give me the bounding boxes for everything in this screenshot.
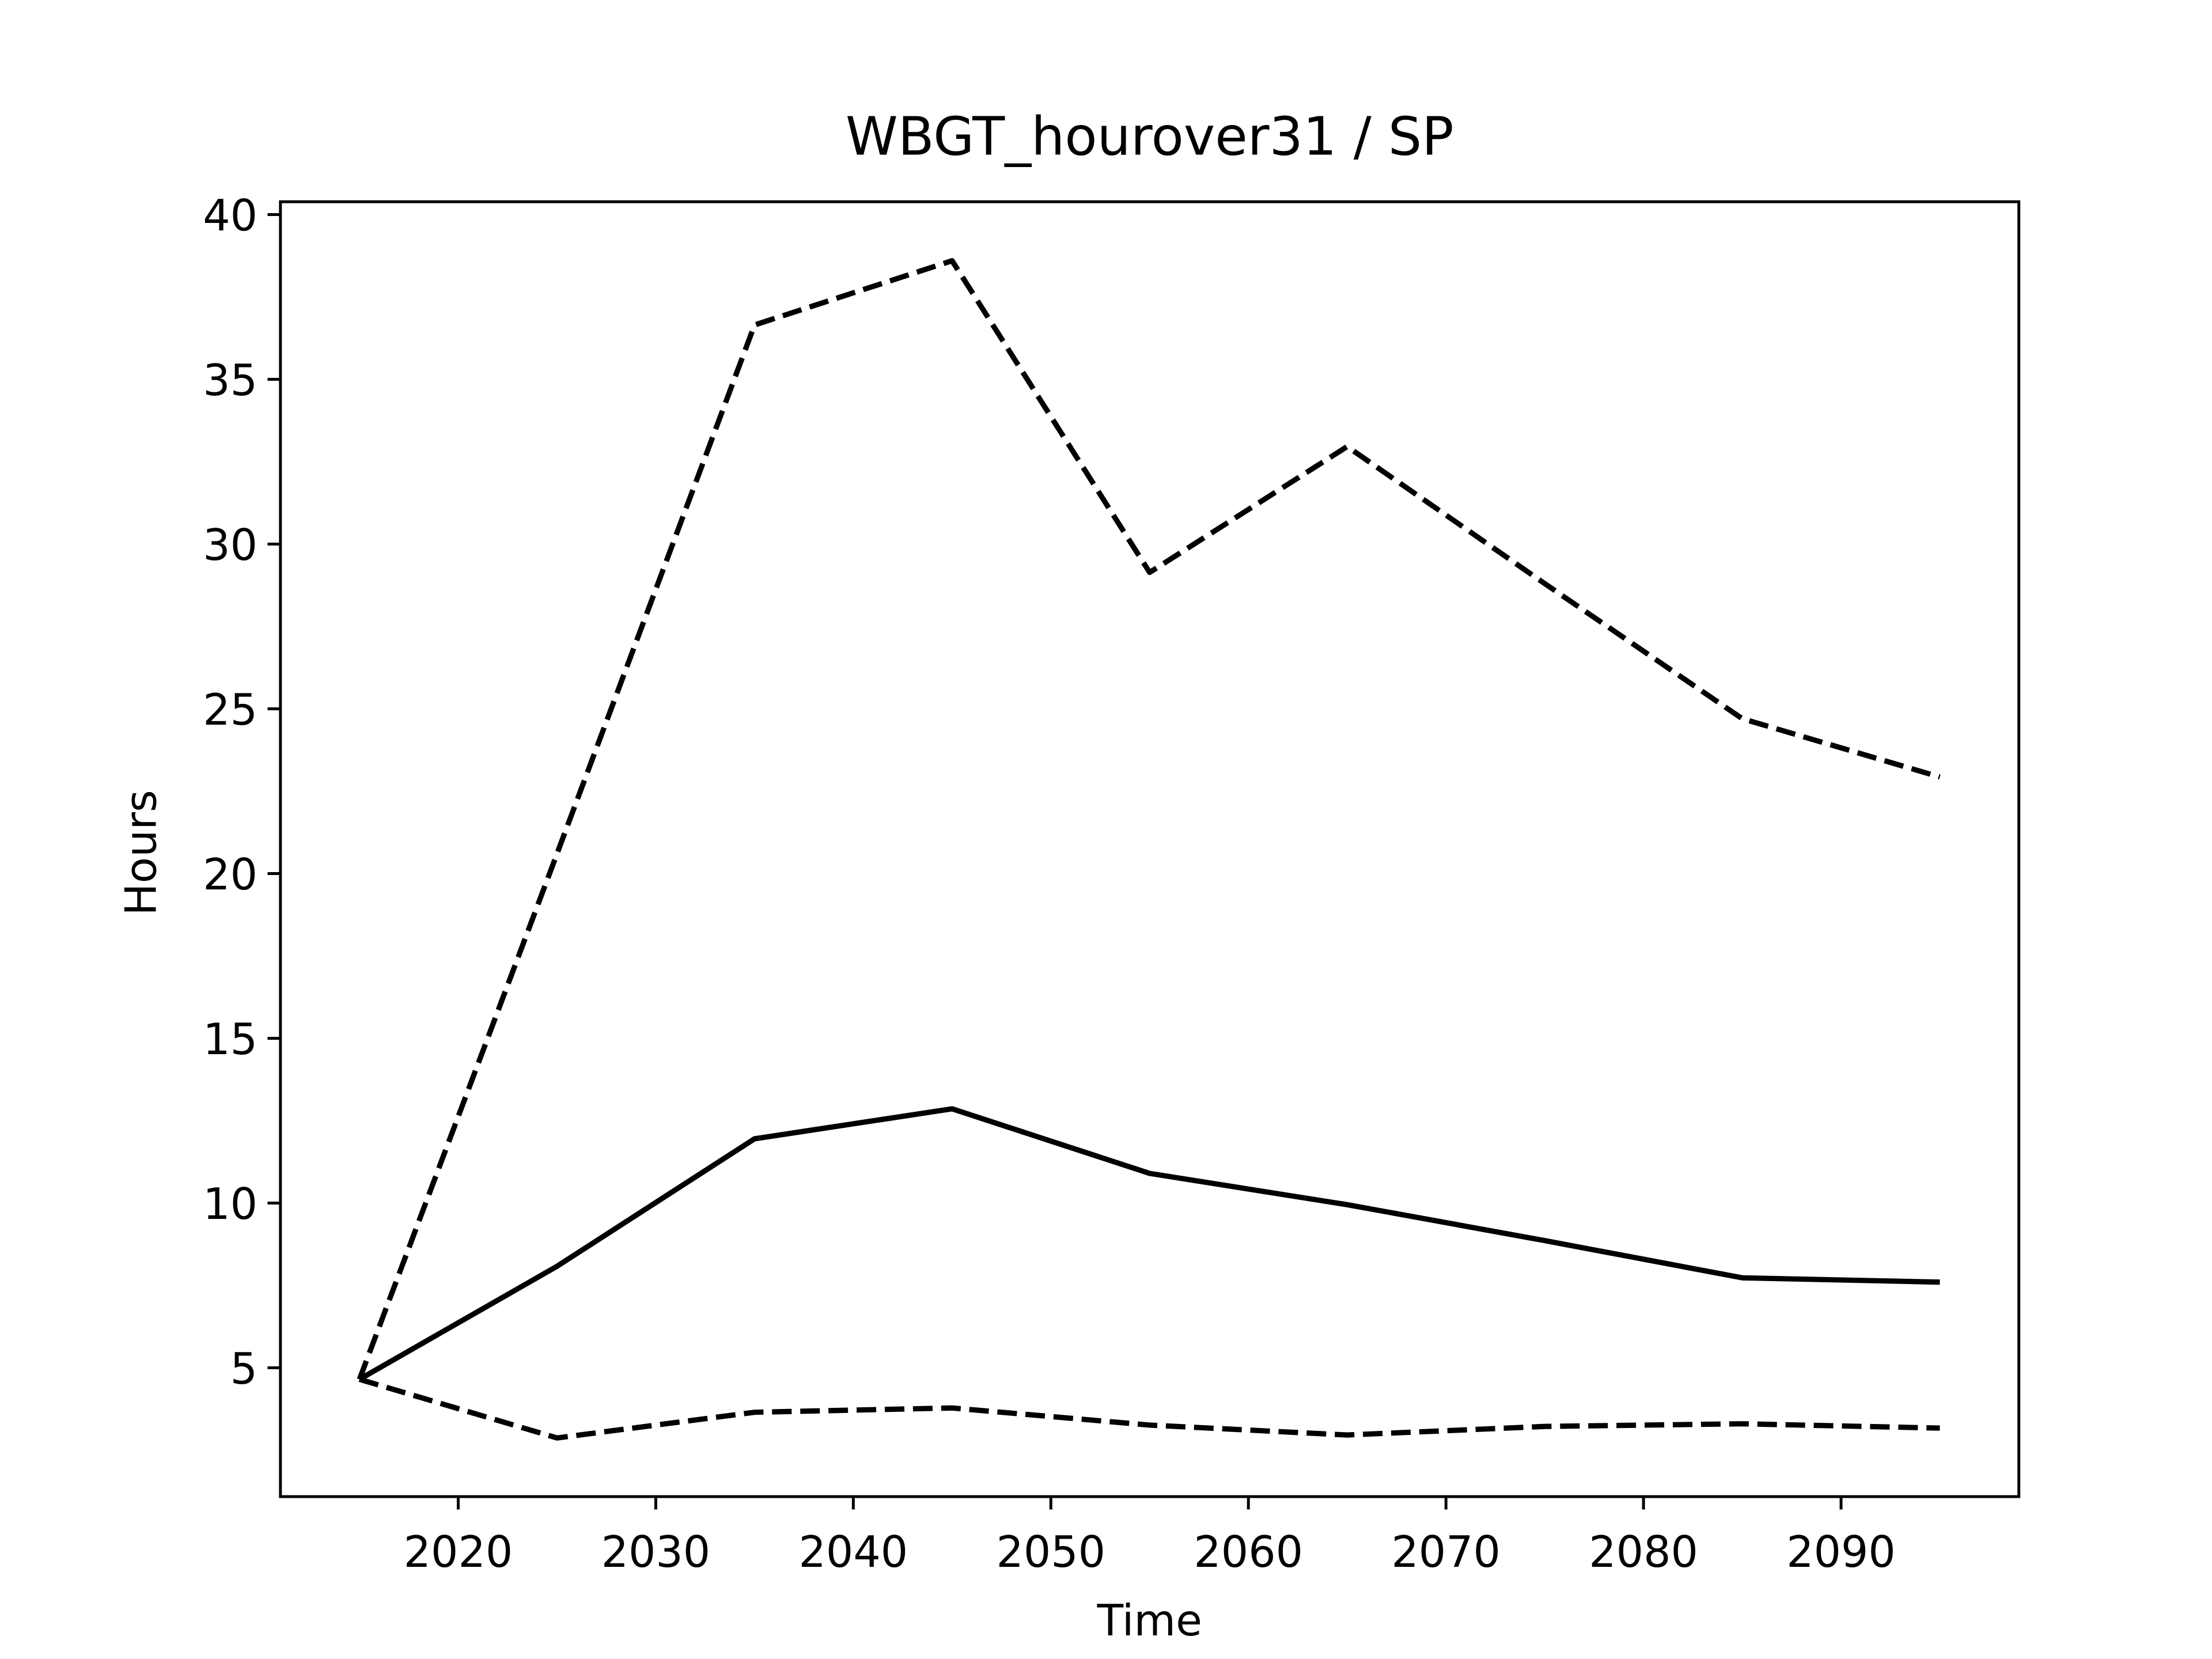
x-tick-label: 2080 — [1589, 1527, 1698, 1577]
chart-title: WBGT_hourover31 / SP — [846, 105, 1454, 167]
plot-frame — [279, 200, 2021, 1498]
x-tick-label: 2020 — [404, 1527, 513, 1577]
data-line — [358, 1106, 1940, 1382]
x-tick-label: 2070 — [1391, 1527, 1501, 1577]
y-tick-label: 35 — [203, 355, 257, 406]
x-tick-label: 2060 — [1194, 1527, 1303, 1577]
x-tick-label: 2090 — [1786, 1527, 1896, 1577]
y-axis-label: Hours — [116, 790, 166, 915]
y-tick-label: 30 — [203, 520, 257, 570]
y-tick-label: 20 — [203, 850, 257, 900]
x-axis-label: Time — [1097, 1596, 1202, 1646]
y-tick-label: 5 — [230, 1344, 257, 1394]
y-tick-label: 25 — [203, 685, 257, 735]
y-tick-label: 40 — [203, 191, 257, 241]
y-tick-label: 10 — [203, 1179, 257, 1229]
x-tick-label: 2030 — [601, 1527, 711, 1577]
y-tick-label: 15 — [203, 1014, 257, 1065]
data-line — [358, 1377, 1940, 1441]
data-line — [357, 258, 1941, 1381]
x-tick-label: 2050 — [996, 1527, 1105, 1577]
x-tick-label: 2040 — [799, 1527, 908, 1577]
